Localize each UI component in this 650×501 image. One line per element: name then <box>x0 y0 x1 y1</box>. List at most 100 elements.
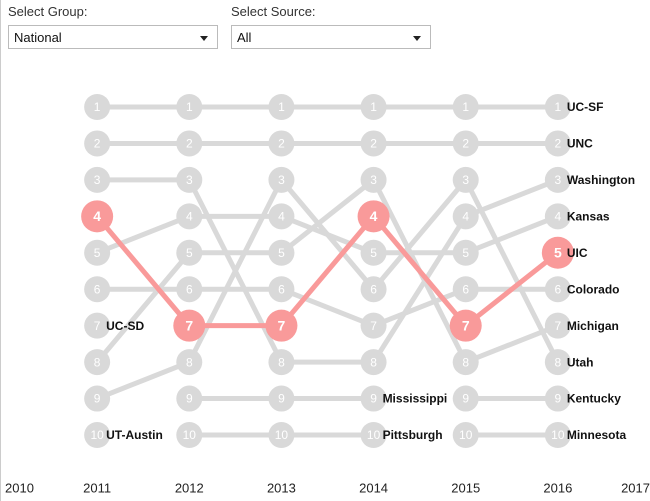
rank-number: 5 <box>278 246 285 260</box>
rank-number: 10 <box>367 428 381 442</box>
rank-number: 3 <box>370 173 377 187</box>
rank-number: 1 <box>94 100 101 114</box>
rank-dot <box>268 385 295 412</box>
series-label: Kansas <box>567 210 610 224</box>
rank-number: 9 <box>186 392 193 406</box>
rank-number: 9 <box>462 392 469 406</box>
control-label: Select Group: <box>8 4 88 19</box>
rank-dot <box>449 309 482 342</box>
group-select[interactable]: National <box>8 25 218 49</box>
x-tick-label: 2017 <box>621 480 650 495</box>
rank-number: 1 <box>186 100 193 114</box>
rank-dot <box>452 276 479 303</box>
source-control: Select Source: All <box>231 4 431 49</box>
rank-number: 2 <box>370 137 377 151</box>
rank-number: 5 <box>370 246 377 260</box>
rank-dot <box>452 239 479 266</box>
rank-number: 3 <box>278 173 285 187</box>
rank-number: 3 <box>94 173 101 187</box>
rank-number: 6 <box>462 282 469 296</box>
rank-number: 3 <box>186 173 193 187</box>
rank-dot <box>541 236 574 269</box>
rank-dot <box>268 130 295 157</box>
rank-dot <box>360 130 387 157</box>
rank-dot <box>176 203 203 230</box>
rank-dot <box>452 130 479 157</box>
x-tick-label: 2011 <box>83 480 111 495</box>
control-label: Select Source: <box>231 4 316 19</box>
rank-number: 7 <box>94 319 101 333</box>
rank-dot <box>360 94 387 120</box>
series-label: Michigan <box>567 319 619 333</box>
rank-line <box>95 177 559 365</box>
rank-number: 9 <box>555 392 562 406</box>
rank-number: 8 <box>94 355 101 369</box>
rank-dot <box>84 94 111 120</box>
rank-line <box>95 213 560 329</box>
rank-number: 6 <box>555 282 562 296</box>
rank-number: 10 <box>90 428 104 442</box>
rank-dot <box>84 239 111 266</box>
rank-dot <box>84 276 111 303</box>
rank-number: 8 <box>278 355 285 369</box>
rank-number: 10 <box>275 428 289 442</box>
source-select[interactable]: All <box>231 25 431 49</box>
rank-dot <box>176 276 203 303</box>
rank-dot <box>360 239 387 266</box>
series-label: Washington <box>567 173 635 187</box>
series-label: UC-SD <box>106 319 144 333</box>
rank-number: 8 <box>555 355 562 369</box>
rank-dot <box>360 276 387 303</box>
rank-dot <box>268 276 295 303</box>
rank-dot <box>176 130 203 157</box>
rank-dot <box>544 422 571 448</box>
x-tick-label: 2010 <box>5 480 34 495</box>
rank-number: 1 <box>555 100 562 114</box>
rank-dot <box>452 349 479 376</box>
rank-dot <box>176 385 203 412</box>
rank-number: 6 <box>186 282 193 296</box>
rank-line <box>97 286 558 329</box>
rank-dot <box>265 309 298 342</box>
rank-number: 4 <box>186 210 193 224</box>
rank-number: 10 <box>183 428 197 442</box>
rank-dot <box>360 422 387 448</box>
rank-dot <box>357 200 390 233</box>
rank-number: 2 <box>278 137 285 151</box>
rank-number: 8 <box>186 355 193 369</box>
rank-dot <box>452 166 479 193</box>
rank-dot <box>544 130 571 157</box>
rank-number: 4 <box>370 208 378 224</box>
rank-dot <box>544 385 571 412</box>
rank-dot <box>452 422 479 448</box>
rank-number: 2 <box>94 137 101 151</box>
rank-dot <box>81 200 114 233</box>
series-label: UT-Austin <box>106 428 163 442</box>
rank-dot <box>268 203 295 230</box>
rank-dot <box>176 349 203 376</box>
rank-number: 7 <box>555 319 562 333</box>
rank-number: 2 <box>462 137 469 151</box>
rank-dot <box>176 422 203 448</box>
series-label: Kentucky <box>567 392 621 406</box>
rank-number: 7 <box>370 319 377 333</box>
rank-dot <box>544 312 571 339</box>
rank-number: 9 <box>278 392 285 406</box>
group-control: Select Group: National <box>8 4 218 49</box>
rank-dot <box>176 94 203 120</box>
rank-number: 6 <box>278 282 285 296</box>
rank-number: 2 <box>186 137 193 151</box>
rank-dot <box>173 309 206 342</box>
rank-dot <box>84 349 111 376</box>
rank-number: 7 <box>185 317 193 333</box>
rank-dot <box>544 349 571 376</box>
series-label: Colorado <box>567 282 620 296</box>
x-tick-label: 2015 <box>451 480 480 495</box>
rank-number: 10 <box>551 428 565 442</box>
rank-number: 7 <box>278 317 286 333</box>
rank-number: 8 <box>462 355 469 369</box>
rank-dot <box>84 422 111 448</box>
